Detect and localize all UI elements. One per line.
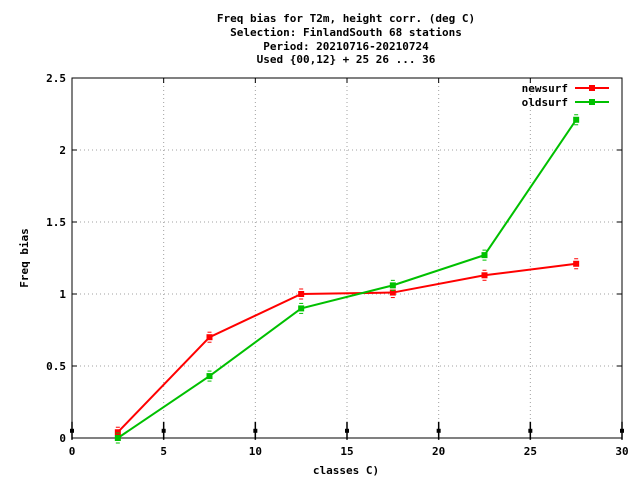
x-tick-label: 20 [432,445,445,458]
data-point [573,114,580,126]
data-point [298,288,305,300]
data-point [206,370,213,382]
x-tick-label: 5 [160,445,167,458]
y-tick-label: 2.5 [46,72,66,85]
class-marker [253,421,258,440]
y-tick-label: 1.5 [46,216,66,229]
y-tick-label: 1 [59,288,66,301]
class-marker [345,421,349,440]
title-line-1: Freq bias for T2m, height corr. (deg C) [217,12,475,25]
x-tick-label: 15 [340,445,353,458]
data-point [573,258,580,270]
x-tick-label: 30 [615,445,628,458]
legend-marker [589,85,595,91]
axes: 0 5 10 15 20 25 30 0 0.5 1 1.5 2 2.5 [46,72,629,458]
x-axis-label: classes C) [313,464,379,477]
title-line-2: Selection: FinlandSouth 68 stations [230,26,462,39]
data-point [206,331,213,343]
title-line-4: Used {00,12} + 25 26 ... 36 [257,53,436,66]
chart-title: Freq bias for T2m, height corr. (deg C) … [217,12,475,66]
class-marker [70,421,74,440]
x-tick-label: 25 [524,445,537,458]
data-point [481,249,488,261]
legend-marker [589,99,595,105]
title-line-3: Period: 20210716-20210724 [263,40,429,53]
data-point [481,269,488,281]
class-marker [436,421,441,440]
legend-item-newsurf: newsurf [522,82,609,95]
series [114,114,580,444]
data-point [114,432,121,444]
grid [72,78,622,438]
series-oldsurf [114,114,580,444]
y-tick-label: 0.5 [46,360,66,373]
y-tick-label: 2 [59,144,66,157]
data-point [298,302,305,314]
legend-label: newsurf [522,82,568,95]
y-axis-label: Freq bias [18,228,31,288]
data-point [389,287,396,299]
legend-item-oldsurf: oldsurf [522,96,609,109]
class-marker [620,421,624,440]
class-marker [161,421,166,440]
legend-label: oldsurf [522,96,568,109]
series-newsurf [114,258,580,438]
x-tick-label: 0 [69,445,76,458]
series-line [117,262,577,433]
x-tick-label: 10 [249,445,262,458]
data-point [389,279,396,291]
class-marker [528,421,533,440]
series-line [117,119,577,439]
y-tick-label: 0 [59,432,66,445]
